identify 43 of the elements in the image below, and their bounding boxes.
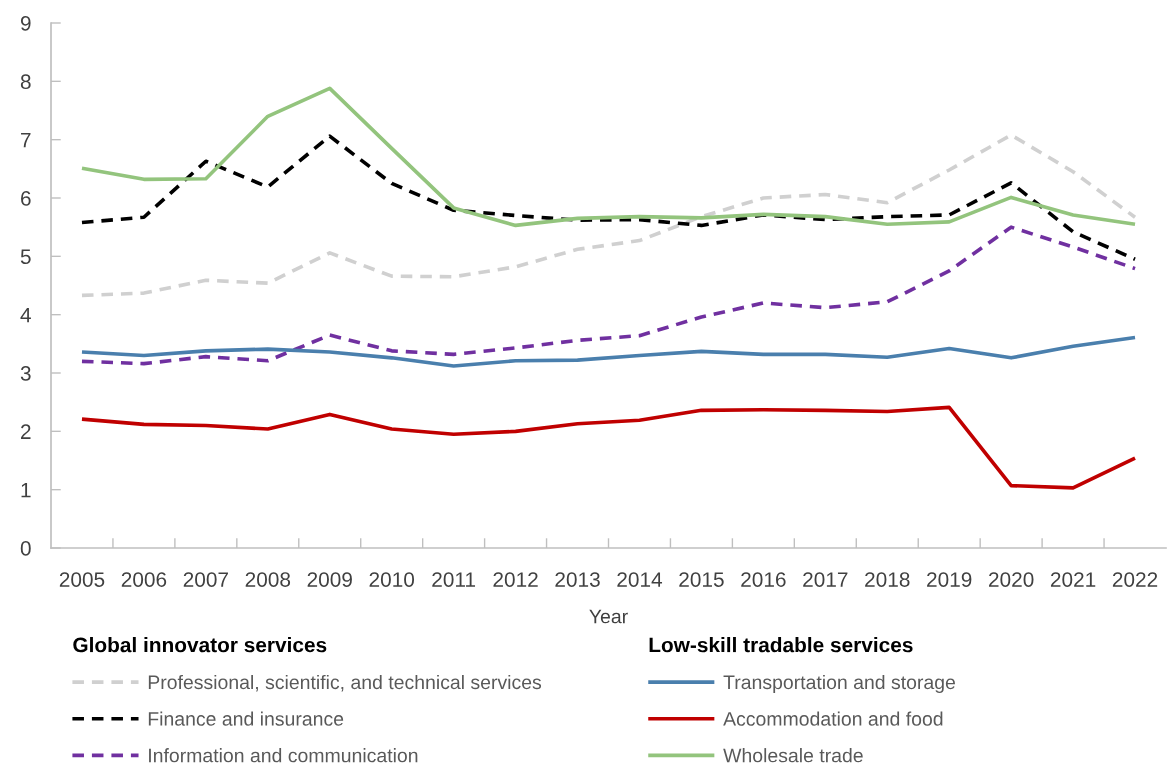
line-series — [80, 86, 1137, 228]
legend-label: Wholesale trade — [723, 748, 863, 763]
line-series — [80, 335, 1137, 368]
line-series — [80, 133, 1137, 298]
x-axis-title: Year — [589, 609, 628, 624]
line-series — [80, 134, 1137, 262]
y-tick-label: 5 — [20, 249, 31, 265]
x-tick-label: 2022 — [1112, 572, 1158, 587]
line-series — [80, 405, 1137, 490]
legend-label: Information and communication — [149, 748, 418, 763]
x-tick-label: 2016 — [741, 572, 786, 587]
x-tick-label: 2009 — [307, 572, 352, 587]
legend-label: Transportation and storage — [723, 674, 955, 694]
legend-label: Finance and insurance — [148, 711, 344, 726]
y-tick-label: 1 — [21, 482, 31, 498]
x-tick-label: 2015 — [679, 572, 724, 587]
x-tick-label: 2006 — [121, 572, 167, 587]
x-tick-label: 2020 — [989, 572, 1034, 587]
y-tick-label: 8 — [20, 74, 31, 90]
y-tick-label: 2 — [21, 424, 31, 439]
x-tick-label: 2011 — [432, 572, 476, 587]
y-tick-label: 9 — [20, 16, 31, 31]
x-tick-label: 2017 — [803, 572, 848, 587]
line-series — [80, 225, 1137, 366]
text: Global innovator services — [73, 637, 327, 653]
y-tick-label: 0 — [20, 541, 31, 556]
x-tick-label: 2014 — [617, 572, 663, 587]
x-tick-label: 2007 — [183, 572, 228, 587]
x-tick-label: 2010 — [369, 572, 415, 587]
x-tick-label: 2008 — [245, 572, 291, 587]
y-tick-label: 3 — [20, 366, 31, 381]
x-tick-label: 2012 — [493, 572, 538, 587]
x-tick-label: 2019 — [927, 572, 972, 587]
x-tick-label: 2021 — [1050, 572, 1096, 587]
y-tick-label: 7 — [21, 132, 31, 148]
x-tick-label: 2013 — [555, 572, 600, 587]
y-tick-label: 6 — [21, 191, 31, 206]
x-tick-label: 2018 — [865, 572, 910, 587]
legend-label: Professional, scientific, and technical services — [148, 674, 542, 692]
y-tick-label: 4 — [20, 307, 31, 323]
legend-label: Accommodation and food — [723, 711, 943, 726]
text: Low-skill tradable services — [649, 637, 913, 653]
x-tick-label: 2005 — [59, 572, 105, 587]
